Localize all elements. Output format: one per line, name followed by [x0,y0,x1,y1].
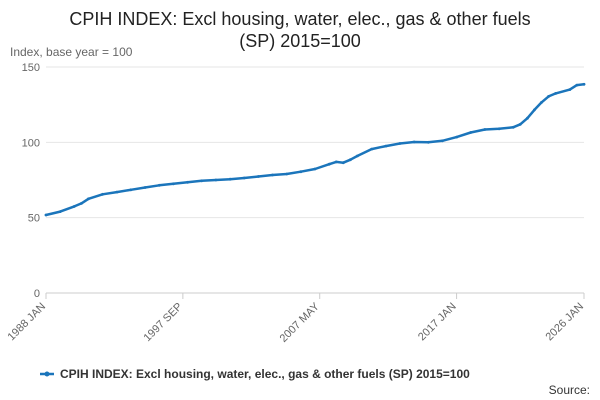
gridlines [46,66,584,294]
data-point[interactable] [426,140,430,144]
y-tick-label: 100 [22,137,40,149]
chart-title-line-1: CPIH INDEX: Excl housing, water, elec., … [69,9,530,29]
data-point[interactable] [72,205,76,208]
x-tick-label: 2017 JAN [416,301,459,344]
data-point[interactable] [334,160,338,164]
legend-label: CPIH INDEX: Excl housing, water, elec., … [60,367,470,381]
legend-swatch-marker [44,371,50,377]
x-tick-label: 2007 MAY [278,300,323,345]
data-point[interactable] [87,197,90,201]
y-axis-label: Index, base year = 100 [10,45,133,59]
data-point[interactable] [115,190,119,194]
series-layer [44,82,586,217]
legend[interactable]: CPIH INDEX: Excl housing, water, elec., … [40,367,470,381]
data-point[interactable] [58,210,62,214]
data-point[interactable] [285,172,289,176]
data-point[interactable] [582,82,586,86]
y-tick-label: 50 [28,213,40,225]
y-tick-label: 0 [34,288,40,300]
data-point[interactable] [257,175,260,178]
data-point[interactable] [483,128,487,131]
y-axis-ticks: 0 50 100 150 [22,62,40,300]
data-point[interactable] [384,144,388,148]
x-tick-label: 1997 SEP [141,301,185,345]
data-point[interactable] [143,186,147,189]
data-point[interactable] [533,108,536,112]
data-point[interactable] [129,188,133,192]
data-point[interactable] [547,95,550,98]
data-point[interactable] [370,147,373,151]
data-point[interactable] [44,213,48,217]
data-point[interactable] [554,92,558,95]
data-point[interactable] [242,176,246,180]
series-line[interactable] [44,83,586,217]
x-tick-label: 2026 JAN [543,301,586,344]
data-point[interactable] [200,179,204,183]
x-tick-label: 1988 JAN [5,301,48,344]
data-point[interactable] [101,192,104,196]
data-point[interactable] [186,180,190,184]
data-point[interactable] [568,88,572,91]
data-point[interactable] [214,178,218,182]
data-point[interactable] [497,127,501,131]
data-point[interactable] [412,140,416,144]
data-point[interactable] [441,139,444,143]
data-point[interactable] [299,170,303,174]
data-point[interactable] [511,125,515,129]
data-point[interactable] [349,158,352,162]
y-tick-label: 150 [22,62,40,74]
data-point[interactable] [228,177,232,181]
data-point[interactable] [271,173,274,177]
chart-title-line-2: (SP) 2015=100 [239,31,361,51]
data-point[interactable] [540,101,543,104]
data-point[interactable] [469,131,473,134]
x-axis-ticks: 1988 JAN 1997 SEP 2007 MAY 2017 JAN 2026 JAN [5,293,586,345]
data-point[interactable] [455,135,458,139]
data-point[interactable] [575,83,579,87]
data-point[interactable] [398,142,402,145]
data-point[interactable] [327,162,331,166]
data-point[interactable] [80,202,83,205]
source-label: Source: [549,383,590,397]
data-point[interactable] [526,116,529,120]
data-point[interactable] [341,161,345,165]
data-point[interactable] [313,167,317,171]
data-point[interactable] [157,183,161,187]
data-point[interactable] [172,182,175,186]
data-point[interactable] [518,122,522,126]
data-point[interactable] [356,154,359,158]
